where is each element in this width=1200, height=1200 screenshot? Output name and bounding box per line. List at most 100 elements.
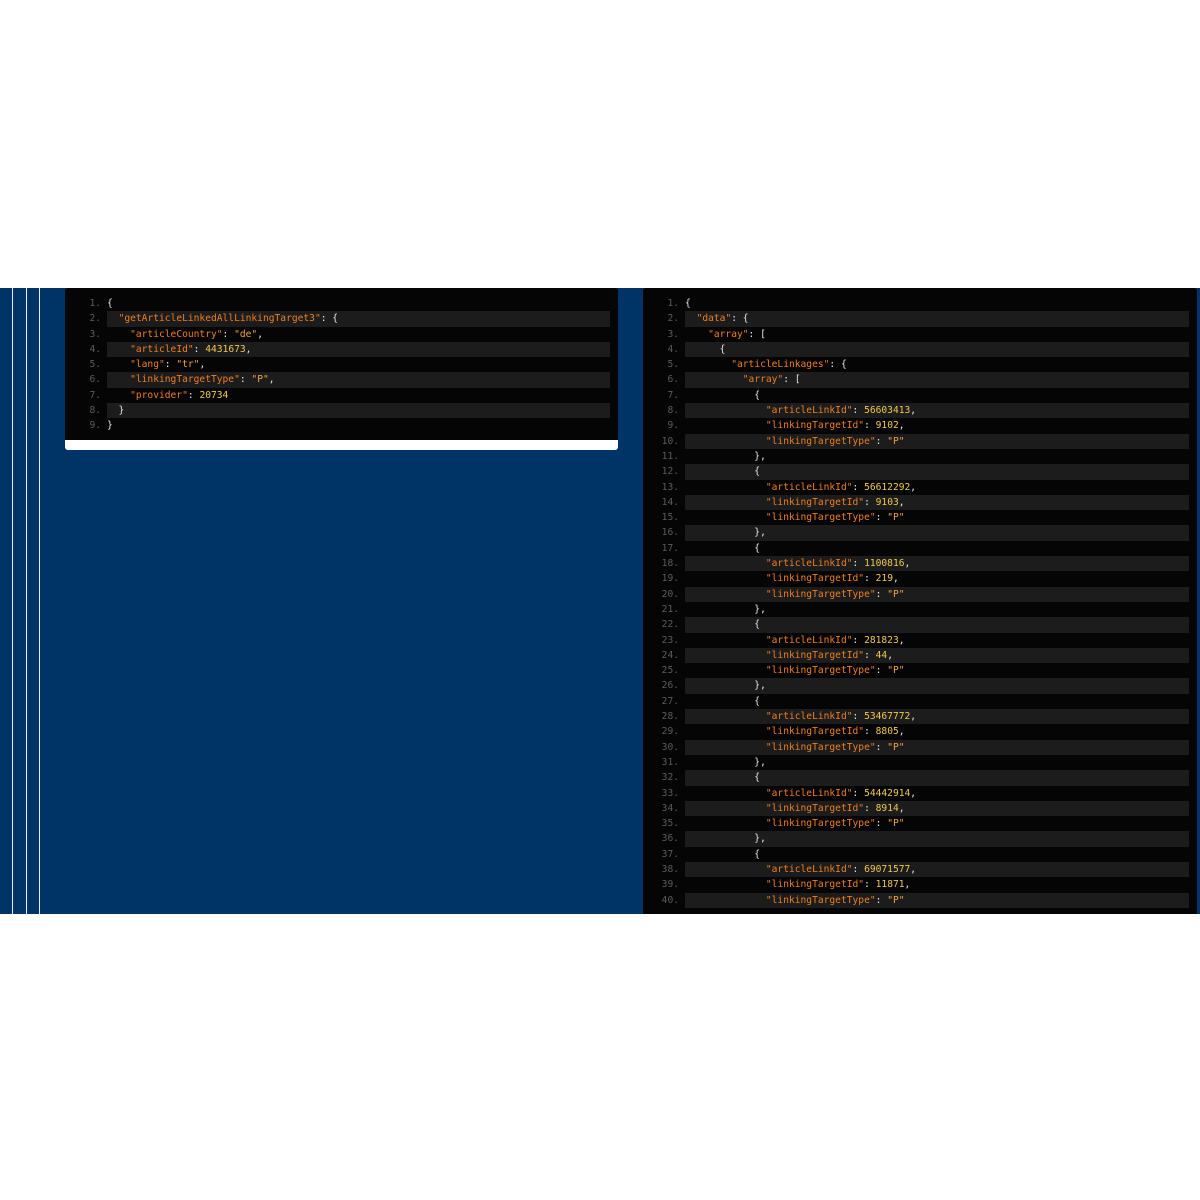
code-line: 29. "linkingTargetId": 8805, — [643, 724, 1197, 739]
code-line: 40. "linkingTargetType": "P" — [643, 892, 1197, 908]
code-text: "articleLinkages": { — [731, 359, 847, 371]
line-number: 28. — [661, 711, 679, 723]
divider — [12, 288, 13, 914]
code-text: "linkingTargetId": 11871, — [765, 879, 911, 891]
code-text: "articleLinkId": 56612292, — [765, 481, 917, 493]
line-number: 7. — [667, 389, 679, 401]
code-text: "provider": 20734 — [130, 389, 229, 401]
line-number: 19. — [661, 573, 679, 585]
code-text: { — [685, 617, 1189, 633]
line-number: 26. — [661, 680, 679, 692]
line-number: 22. — [661, 619, 679, 631]
line-number: 3. — [89, 328, 101, 340]
code-text: { — [685, 848, 761, 860]
code-line: 19. "linkingTargetId": 219, — [643, 571, 1197, 586]
code-text: { — [685, 341, 1189, 358]
line-number: 4. — [667, 343, 679, 355]
code-text: } — [107, 420, 113, 432]
code-line: 5. "lang": "tr", — [65, 357, 618, 372]
code-line: 24. "linkingTargetId": 44, — [643, 647, 1197, 664]
code-text: }, — [685, 525, 1189, 541]
code-text: }, — [685, 678, 1189, 694]
code-text: { — [685, 695, 761, 707]
code-text: "linkingTargetType": "P" — [765, 665, 905, 677]
code-line: 7. "provider": 20734 — [65, 388, 618, 403]
code-text: "articleLinkId": 1100816, — [685, 556, 1189, 572]
line-number: 32. — [661, 772, 679, 784]
code-text: "linkingTargetId": 9103, — [685, 494, 1189, 511]
code-line: 2. "getArticleLinkedAllLinkingTarget3": … — [65, 311, 618, 327]
code-line: 1. { — [65, 296, 618, 311]
code-line: 10. "linkingTargetType": "P" — [643, 433, 1197, 449]
code-line: 3. "articleCountry": "de", — [65, 327, 618, 342]
line-number: 5. — [667, 359, 679, 371]
code-text: "linkingTargetType": "P" — [685, 586, 1189, 602]
code-text: "articleLinkId": 53467772, — [685, 709, 1189, 725]
line-number: 2. — [667, 313, 679, 325]
line-number: 31. — [661, 756, 679, 768]
line-number: 8. — [89, 405, 101, 417]
line-number: 10. — [661, 435, 679, 447]
code-line: 32. { — [643, 770, 1197, 786]
code-text: { — [685, 542, 761, 554]
line-number: 29. — [661, 726, 679, 738]
code-text: "articleId": 4431673, — [107, 341, 610, 358]
code-line: 28. "articleLinkId": 53467772, — [643, 709, 1197, 725]
code-line: 14. "linkingTargetId": 9103, — [643, 494, 1197, 511]
line-number: 13. — [661, 481, 679, 493]
code-line: 21. }, — [643, 602, 1197, 617]
code-line: 11. }, — [643, 449, 1197, 464]
code-text: }, — [685, 756, 766, 768]
code-line: 18. "articleLinkId": 1100816, — [643, 556, 1197, 572]
code-text: "linkingTargetType": "P", — [107, 372, 610, 388]
line-number: 30. — [661, 741, 679, 753]
code-line: 20. "linkingTargetType": "P" — [643, 586, 1197, 602]
code-text: "articleCountry": "de", — [130, 328, 263, 340]
code-text: "getArticleLinkedAllLinkingTarget3": { — [107, 311, 610, 327]
code-line: 15. "linkingTargetType": "P" — [643, 510, 1197, 525]
line-number: 15. — [661, 512, 679, 524]
code-line: 16. }, — [643, 525, 1197, 541]
code-text: { — [685, 464, 1189, 480]
code-text: "linkingTargetType": "P" — [685, 739, 1189, 755]
line-number: 25. — [661, 665, 679, 677]
line-number: 6. — [667, 374, 679, 386]
code-line: 37. { — [643, 847, 1197, 862]
code-text: "linkingTargetId": 219, — [765, 573, 899, 585]
line-number: 23. — [661, 634, 679, 646]
line-number: 33. — [661, 787, 679, 799]
code-line: 8. "articleLinkId": 56603413, — [643, 403, 1197, 419]
code-text: } — [107, 403, 610, 419]
code-line: 25. "linkingTargetType": "P" — [643, 663, 1197, 678]
code-text: "linkingTargetId": 8914, — [685, 800, 1189, 817]
code-text: "array": [ — [708, 328, 766, 340]
code-line: 9. "linkingTargetId": 9102, — [643, 418, 1197, 433]
code-line: 6. "linkingTargetType": "P", — [65, 372, 618, 388]
code-line: 4. { — [643, 341, 1197, 358]
code-line: 33. "articleLinkId": 54442914, — [643, 786, 1197, 801]
code-text: }, — [685, 603, 766, 615]
line-number: 17. — [661, 542, 679, 554]
code-text: "articleLinkId": 281823, — [765, 634, 905, 646]
code-text: "articleLinkId": 69071577, — [685, 861, 1189, 878]
code-line: 31. }, — [643, 755, 1197, 770]
code-text: "linkingTargetId": 8805, — [765, 726, 905, 738]
line-number: 8. — [667, 405, 679, 417]
code-text: "lang": "tr", — [130, 359, 206, 371]
line-number: 24. — [661, 649, 679, 661]
code-line: 30. "linkingTargetType": "P" — [643, 739, 1197, 755]
line-number: 21. — [661, 603, 679, 615]
code-text: "articleLinkId": 56603413, — [685, 403, 1189, 419]
line-number: 35. — [661, 818, 679, 830]
line-number: 1. — [667, 298, 679, 309]
code-line: 1. { — [643, 296, 1197, 311]
line-number: 12. — [661, 466, 679, 478]
line-number: 38. — [661, 863, 679, 875]
code-text: "linkingTargetType": "P" — [685, 433, 1189, 449]
line-number: 18. — [661, 558, 679, 570]
code-line: 4. "articleId": 4431673, — [65, 341, 618, 358]
code-line: 27. { — [643, 694, 1197, 709]
line-number: 37. — [661, 848, 679, 860]
code-text: "linkingTargetType": "P" — [685, 892, 1189, 908]
